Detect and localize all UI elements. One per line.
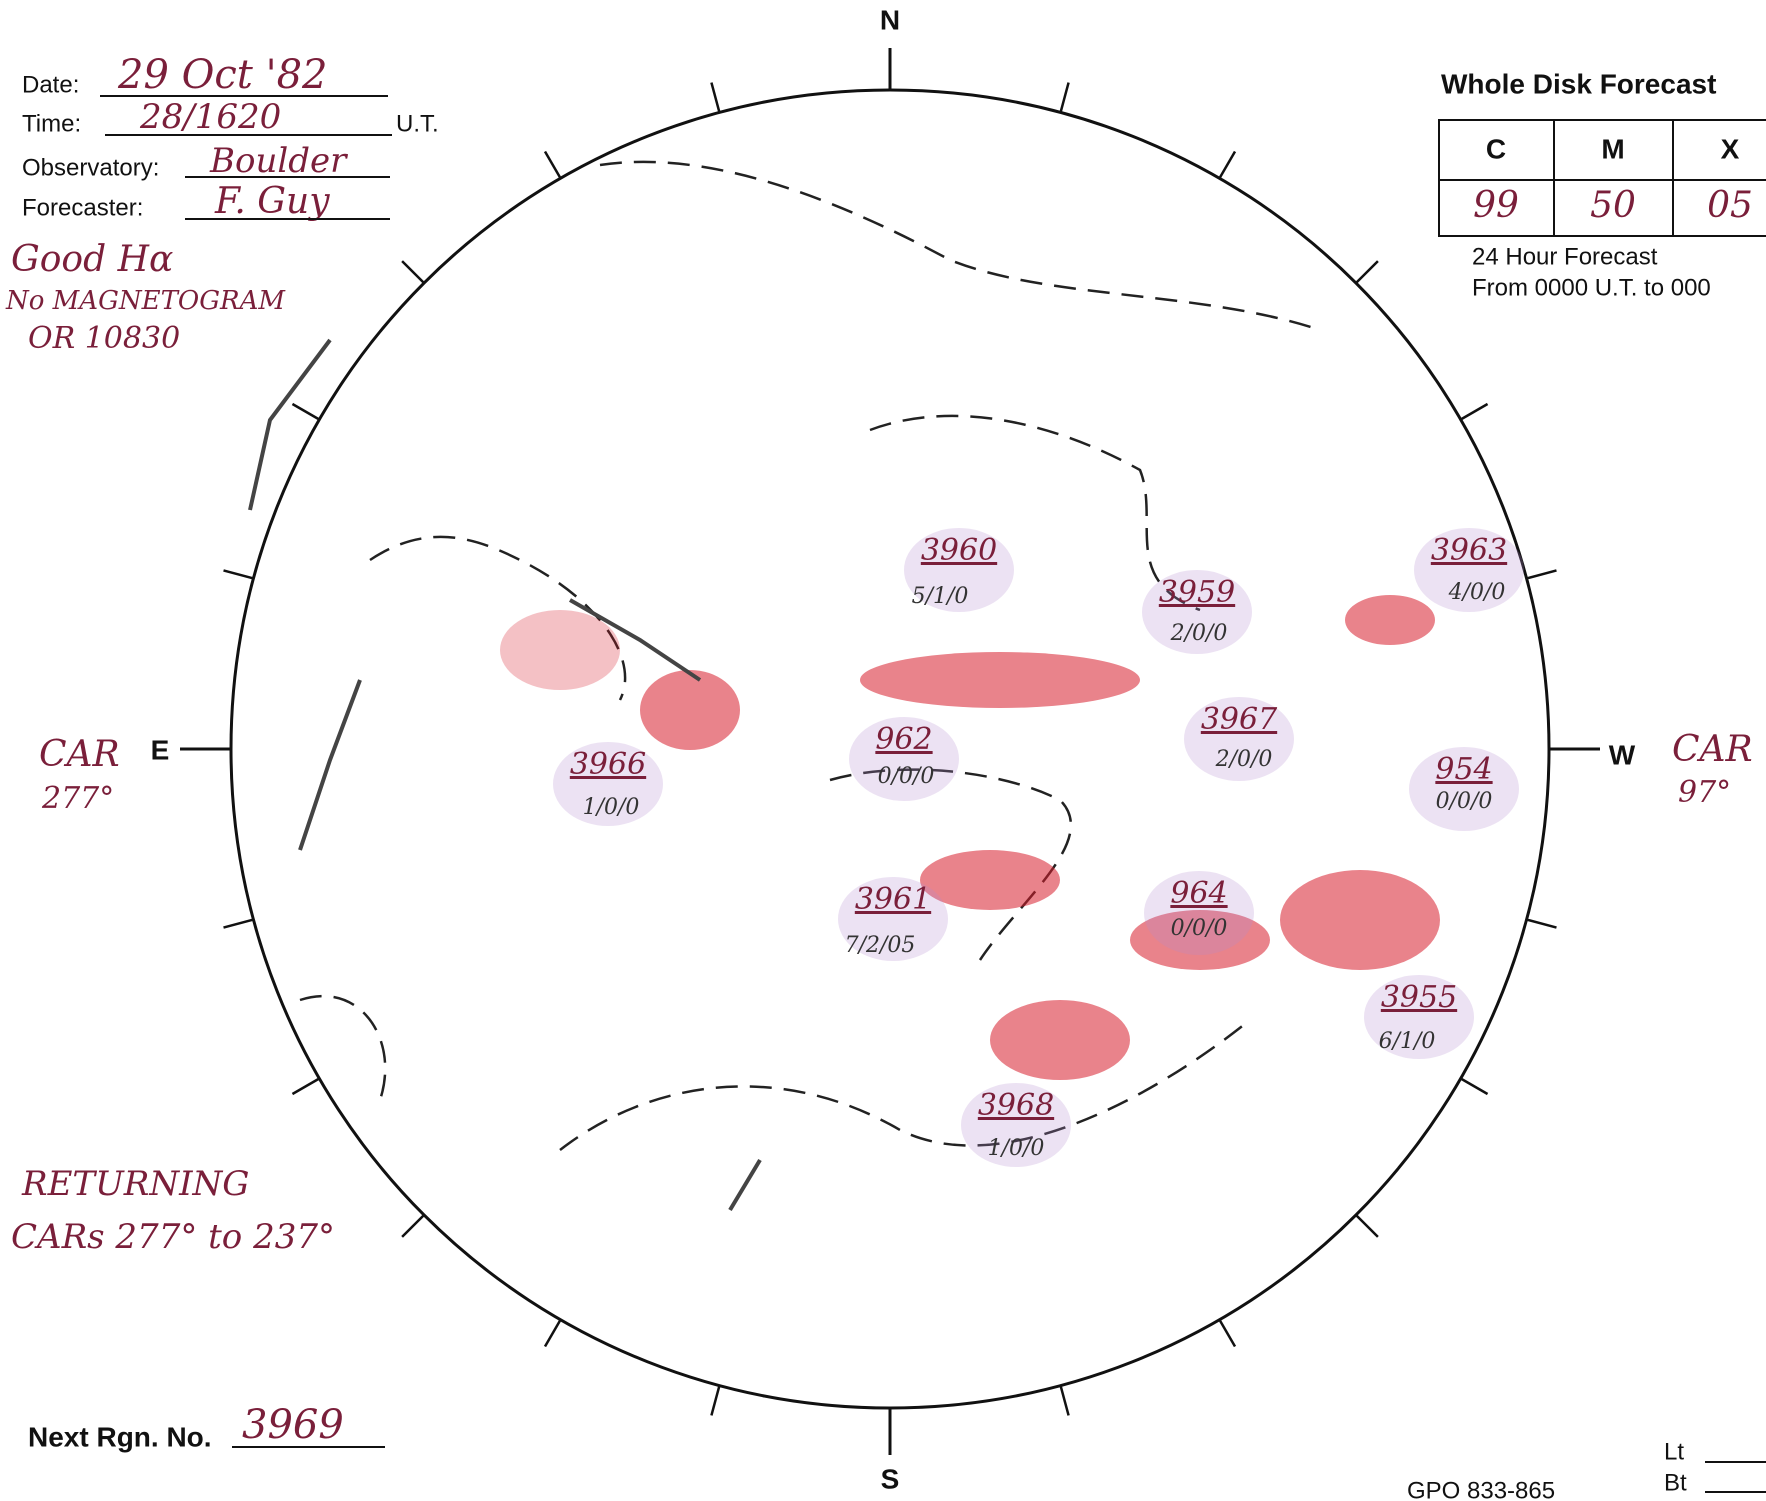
tick	[291, 1077, 320, 1096]
region-number: 3966	[570, 747, 646, 782]
returning: CARs 277° to 237°	[11, 1217, 335, 1257]
cell: 05	[1707, 185, 1753, 226]
next-value: 3969	[242, 1402, 344, 1448]
highlight	[553, 742, 663, 826]
region-class: 4/0/0	[1448, 580, 1506, 605]
lt: Lt	[1664, 1438, 1684, 1465]
value: F. Guy	[214, 181, 330, 222]
cell: 99	[1473, 185, 1519, 226]
compass: N	[880, 4, 900, 35]
region-class: 5/1/0	[912, 584, 969, 609]
value: 28/1620	[139, 97, 281, 137]
compass: W	[1609, 739, 1636, 770]
region-number: 3959	[1159, 575, 1235, 610]
tick	[1218, 150, 1237, 179]
tick	[1059, 82, 1070, 113]
region-class: 7/2/05	[845, 933, 916, 958]
highlight	[1142, 570, 1252, 654]
region-class: 2/0/0	[1215, 747, 1273, 772]
highlight	[1184, 697, 1294, 781]
tick	[1059, 1385, 1070, 1416]
region-number: 964	[1170, 876, 1227, 911]
label: Forecaster:	[22, 194, 143, 221]
compass: E	[151, 734, 170, 765]
tick	[543, 150, 562, 179]
region-class: 2/0/0	[1170, 621, 1228, 646]
forecast-title: Whole Disk Forecast	[1441, 68, 1716, 99]
tick	[1460, 402, 1489, 421]
highlight	[961, 1083, 1071, 1167]
tick	[1526, 569, 1557, 580]
car: CAR	[39, 734, 120, 775]
tick	[401, 260, 425, 284]
tick	[291, 402, 320, 421]
solar-disk	[180, 48, 1600, 1455]
region-class: 1/0/0	[988, 1136, 1045, 1161]
range: From 0000 U.T. to 000	[1472, 274, 1711, 301]
label: Time:	[22, 110, 81, 137]
note: OR 10830	[28, 321, 180, 356]
tick	[223, 569, 254, 580]
tick	[1355, 1214, 1379, 1238]
tick	[1355, 260, 1379, 284]
region-number: 962	[875, 722, 932, 757]
region-number: 3961	[855, 882, 931, 917]
highlight	[1414, 528, 1524, 612]
region-number: 3968	[978, 1088, 1054, 1123]
col-header: X	[1721, 133, 1740, 164]
region-number: 3967	[1201, 702, 1278, 737]
region-class: 0/0/0	[878, 764, 935, 789]
tick	[401, 1214, 425, 1238]
car: CAR	[1672, 729, 1753, 770]
label: Date:	[22, 71, 79, 98]
next-label: Next Rgn. No.	[28, 1421, 212, 1452]
tick	[1218, 1319, 1237, 1348]
tick	[543, 1319, 562, 1348]
compass: S	[881, 1463, 900, 1494]
highlight	[1364, 975, 1474, 1059]
region-number: 3963	[1431, 533, 1507, 568]
period: 24 Hour Forecast	[1472, 243, 1658, 270]
tick	[710, 1385, 721, 1416]
gpo: GPO 833-865	[1407, 1477, 1555, 1501]
tick	[710, 82, 721, 113]
car: 97°	[1678, 775, 1731, 810]
returning: RETURNING	[21, 1164, 249, 1204]
region-class: 6/1/0	[1379, 1029, 1436, 1054]
value: Boulder	[209, 141, 348, 181]
region-class: 1/0/0	[583, 795, 640, 820]
unit: U.T.	[396, 110, 439, 137]
label: Observatory:	[22, 154, 159, 181]
region-number: 954	[1435, 752, 1492, 787]
region-number: 3955	[1381, 980, 1457, 1015]
tick	[223, 918, 254, 929]
highlight	[904, 528, 1014, 612]
cell: 50	[1590, 185, 1636, 226]
value: 29 Oct '82	[117, 52, 328, 98]
region-class: 0/0/0	[1436, 789, 1493, 814]
highlight	[838, 877, 948, 961]
col-header: C	[1486, 133, 1506, 164]
regions: 3960 5/1/0 3959 2/0/0 3963 4/0/0 3966 1/0/0 962 0…	[553, 528, 1524, 1167]
highlight	[1144, 871, 1254, 955]
bt: Bt	[1664, 1469, 1687, 1496]
car: 277°	[41, 781, 114, 816]
col-header: M	[1601, 133, 1624, 164]
region-class: 0/0/0	[1171, 916, 1228, 941]
note: Good Hα	[11, 239, 173, 280]
highlight	[849, 717, 959, 801]
region-number: 3960	[921, 533, 997, 568]
highlight	[1409, 747, 1519, 831]
tick	[1460, 1077, 1489, 1096]
note: No MAGNETOGRAM	[5, 286, 286, 316]
tick	[1526, 918, 1557, 929]
